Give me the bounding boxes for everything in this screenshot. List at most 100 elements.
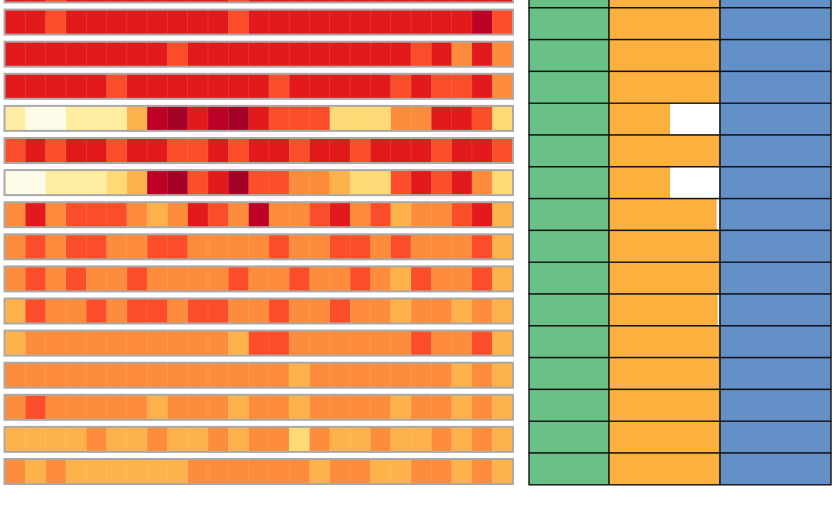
heatmap-cell <box>228 202 250 227</box>
bar-segment <box>529 39 609 72</box>
heatmap-row-frame <box>3 72 514 100</box>
heatmap-cell <box>4 74 27 99</box>
heatmap-cell <box>430 234 453 260</box>
heatmap-cell <box>410 138 433 163</box>
bar-segment <box>720 71 831 104</box>
heatmap-cell <box>228 298 250 324</box>
heatmap-cell <box>4 138 27 163</box>
heatmap-cell <box>248 138 270 163</box>
heatmap-cell <box>167 138 189 163</box>
heatmap-cell <box>390 41 412 67</box>
heatmap-cell <box>248 41 270 67</box>
heatmap-cell <box>390 298 412 324</box>
heatmap-cell <box>309 9 331 35</box>
bar-segment <box>720 389 831 422</box>
heatmap-cell <box>410 298 433 324</box>
heatmap-cell <box>491 298 514 324</box>
heatmap-cell <box>248 234 270 260</box>
heatmap-cell <box>288 427 311 452</box>
heatmap-panel <box>3 0 514 485</box>
heatmap-cell <box>106 362 128 388</box>
heatmap-cell <box>430 394 453 420</box>
heatmap-cell <box>167 202 189 227</box>
heatmap-row <box>3 458 514 485</box>
heatmap-cell <box>24 362 47 388</box>
heatmap-cell <box>349 298 372 324</box>
bar-segment <box>529 135 609 167</box>
heatmap-cell <box>288 106 311 131</box>
heatmap-cell <box>410 170 433 195</box>
heatmap-cell <box>410 106 433 131</box>
heatmap-row-frame <box>3 8 514 36</box>
heatmap-cell <box>167 459 189 484</box>
heatmap-cell <box>390 362 412 388</box>
heatmap-cell <box>248 74 270 99</box>
heatmap-cell <box>491 362 514 388</box>
heatmap-cell <box>390 266 412 292</box>
heatmap-cell <box>288 330 311 356</box>
bar-segment <box>609 389 720 422</box>
heatmap-cell <box>268 266 290 292</box>
heatmap-cell <box>85 394 108 420</box>
heatmap-cell <box>24 266 47 292</box>
bar-segment <box>529 7 609 40</box>
heatmap-cell <box>349 170 372 195</box>
heatmap-cell <box>370 41 392 67</box>
heatmap-cell <box>288 138 311 163</box>
heatmap-cell <box>24 170 47 195</box>
heatmap-cell <box>370 170 392 195</box>
heatmap-cell <box>430 427 453 452</box>
heatmap-cell <box>126 234 148 260</box>
heatmap-cell <box>167 394 189 420</box>
heatmap-cell <box>329 9 351 35</box>
heatmap-row-frame <box>3 425 514 453</box>
heatmap-cell <box>85 202 108 227</box>
heatmap-cell <box>329 74 351 99</box>
heatmap-cell <box>207 298 230 324</box>
heatmap-row <box>3 40 514 68</box>
heatmap-cell <box>471 330 493 356</box>
heatmap-cell <box>349 330 372 356</box>
heatmap-cell <box>85 9 108 35</box>
heatmap-cell <box>187 41 209 67</box>
heatmap-cell <box>187 202 209 227</box>
heatmap-cell <box>349 234 372 260</box>
heatmap-cell <box>430 74 453 99</box>
heatmap-cell <box>4 234 27 260</box>
heatmap-cell <box>228 394 250 420</box>
heatmap-cell <box>187 266 209 292</box>
heatmap-cell <box>207 106 230 131</box>
heatmap-cell <box>471 234 493 260</box>
heatmap-cell <box>451 330 473 356</box>
heatmap-cell <box>430 266 453 292</box>
heatmap-cell <box>45 234 67 260</box>
heatmap-cell <box>410 459 433 484</box>
heatmap-cell <box>430 138 453 163</box>
heatmap-cell <box>370 74 392 99</box>
heatmap-cell <box>451 266 473 292</box>
heatmap-cell <box>146 9 169 35</box>
heatmap-cell <box>390 330 412 356</box>
heatmap-cell <box>187 9 209 35</box>
heatmap-cell <box>288 234 311 260</box>
heatmap-cell <box>24 459 47 484</box>
heatmap-cell <box>268 170 290 195</box>
heatmap-cell <box>45 170 67 195</box>
heatmap-cell <box>207 362 230 388</box>
heatmap-row <box>3 137 514 164</box>
heatmap-cell <box>349 138 372 163</box>
heatmap-cell <box>268 394 290 420</box>
heatmap-cell <box>451 394 473 420</box>
bar-segment <box>609 294 718 326</box>
heatmap-cell <box>370 394 392 420</box>
heatmap-cell <box>4 106 27 131</box>
heatmap-row-frame <box>3 265 514 293</box>
heatmap-cell <box>4 362 27 388</box>
heatmap-cell <box>45 394 67 420</box>
bar-row <box>528 261 832 295</box>
heatmap-cell <box>167 234 189 260</box>
heatmap-cell <box>45 330 67 356</box>
heatmap-cell <box>207 427 230 452</box>
heatmap-cell <box>451 427 473 452</box>
heatmap-cell <box>390 106 412 131</box>
